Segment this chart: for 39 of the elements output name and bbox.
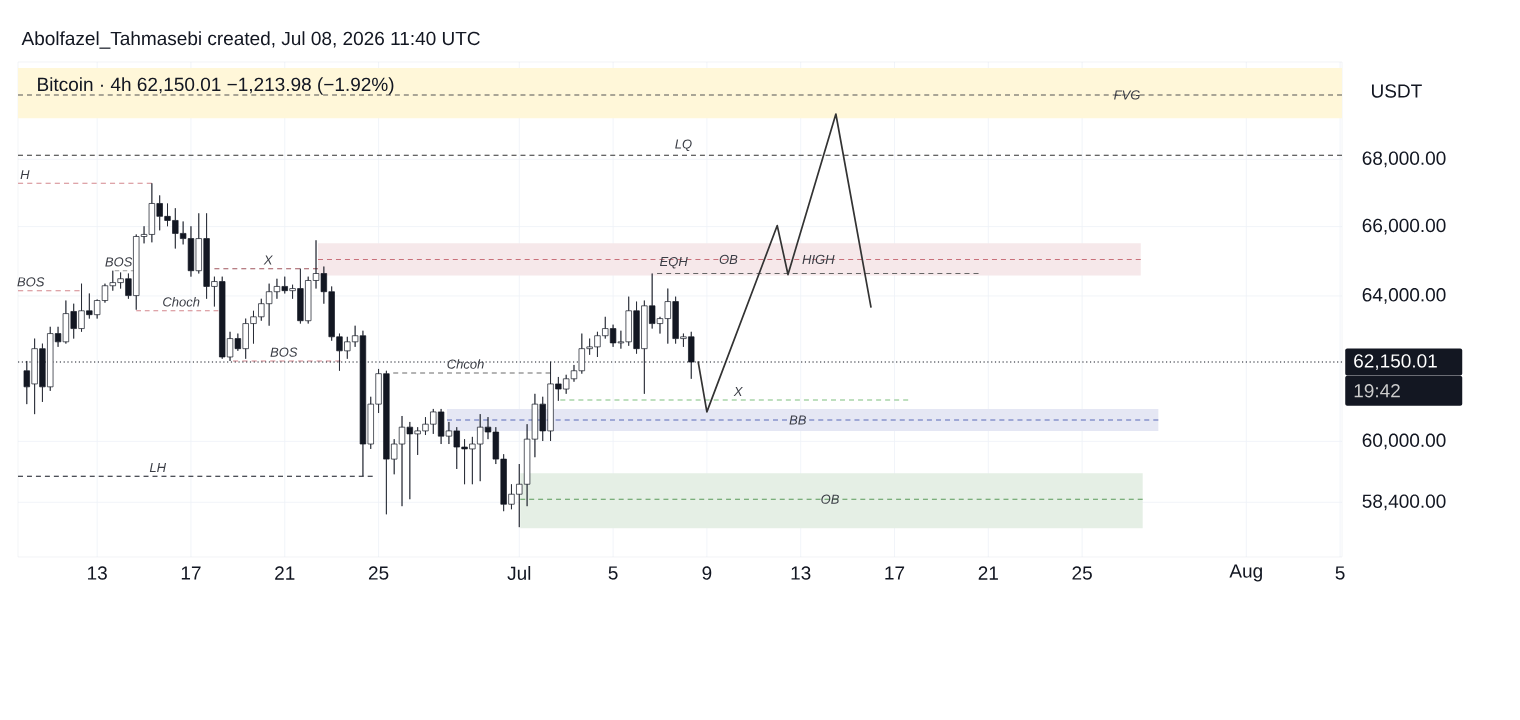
text: Abolfazel_Tahmasebi created, Jul 08, 2026 11:40 UTC: [21, 31, 480, 49]
x-tick-label: 9: [702, 566, 712, 580]
text: 19:42: [1354, 384, 1400, 398]
ref-line-label: 62,150.01: [1354, 354, 1437, 370]
x-tick-label: Aug: [1229, 564, 1262, 582]
annotation: OB: [821, 494, 839, 504]
annotation: LH: [149, 463, 167, 473]
annotation: H: [20, 170, 30, 180]
x-tick-label: 13: [791, 566, 811, 580]
text: Bitcoin · 4h 62,150.01 −1,213.98 (−1.92%): [38, 77, 394, 95]
annotation: HIGH: [802, 254, 835, 265]
y-tick-label: 68,000.00: [1362, 151, 1446, 168]
annotation: LQ: [675, 139, 692, 151]
x-tick-label: 13: [88, 566, 107, 580]
annotation: BB: [789, 415, 806, 425]
x-tick-label: 17: [885, 566, 905, 580]
x-tick-label: 21: [275, 566, 295, 580]
annotation: X: [263, 255, 273, 265]
x-tick-label: 25: [1072, 566, 1092, 580]
annotation: Choch: [163, 297, 200, 307]
annotation: EQH: [659, 256, 688, 269]
x-tick-label: 5: [608, 566, 618, 580]
annotation: OB: [719, 254, 738, 265]
y-tick-label: 66,000.00: [1362, 218, 1446, 235]
x-tick-label: 17: [181, 566, 201, 580]
x-tick-label: 25: [368, 566, 389, 580]
annotation: BOS: [270, 347, 298, 357]
annotation: FVG: [1114, 90, 1140, 100]
annotation: Chcoh: [447, 359, 484, 369]
annotation: BOS: [105, 257, 133, 267]
annotation: BOS: [17, 277, 45, 287]
x-tick-label: 5: [1335, 566, 1345, 580]
y-axis-title: USDT: [1372, 84, 1422, 98]
y-tick-label: 60,000.00: [1362, 433, 1446, 450]
x-tick-label: Jul: [507, 566, 531, 580]
y-tick-label: 58,400.00: [1362, 494, 1446, 511]
x-tick-label: 21: [978, 566, 998, 580]
y-tick-label: 64,000.00: [1362, 288, 1446, 304]
annotation: X: [733, 386, 743, 396]
